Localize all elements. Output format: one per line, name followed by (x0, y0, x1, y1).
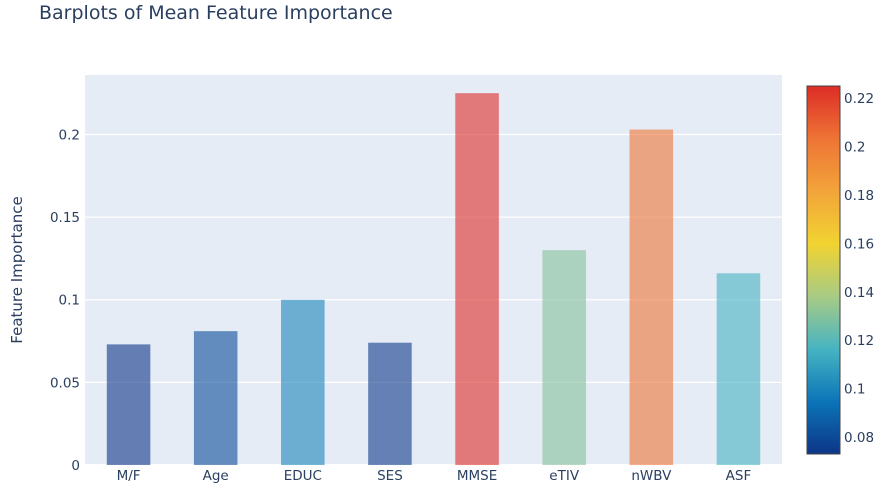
y-tick-label: 0.1 (59, 293, 80, 309)
y-tick-label: 0.15 (50, 210, 80, 226)
x-tick-label: MMSE (457, 468, 497, 484)
colorbar-tick-label: 0.12 (844, 333, 874, 349)
bar (542, 250, 586, 465)
x-tick-label: M/F (117, 468, 141, 484)
colorbar-tick-label: 0.2 (844, 140, 865, 156)
y-tick-labels: 0 0.05 0.1 0.15 0.2 (50, 127, 80, 474)
bar (368, 342, 412, 465)
x-tick-label: Age (203, 468, 229, 484)
bar (455, 93, 499, 465)
x-tick-label: ASF (726, 468, 752, 484)
y-tick-label: 0.2 (59, 127, 80, 143)
plot-area (85, 75, 782, 465)
colorbar (806, 85, 841, 455)
x-tick-label: nWBV (631, 468, 672, 484)
x-tick-label: EDUC (284, 468, 322, 484)
x-tick-labels: M/F Age EDUC SES MMSE eTIV nWBV ASF (117, 468, 752, 484)
colorbar-tick-label: 0.22 (844, 91, 874, 107)
bar (106, 344, 151, 465)
chart-title: Barplots of Mean Feature Importance (39, 2, 393, 24)
x-tick-label: eTIV (549, 468, 580, 484)
colorbar-tick-label: 0.14 (844, 285, 874, 301)
bar (716, 273, 761, 465)
bars (106, 93, 761, 465)
colorbar-tick-label: 0.16 (844, 236, 874, 252)
colorbar-tick-label: 0.1 (844, 382, 865, 398)
bar (281, 299, 325, 465)
y-axis-title: Feature Importance (8, 196, 26, 343)
y-tick-label: 0.05 (50, 375, 80, 391)
bar (193, 331, 238, 465)
y-tick-label: 0 (71, 458, 80, 474)
x-tick-label: SES (377, 468, 403, 484)
colorbar-tick-label: 0.18 (844, 188, 874, 204)
colorbar-tick-label: 0.08 (844, 430, 874, 446)
colorbar-tick-labels: 0.08 0.1 0.12 0.14 0.16 0.18 0.2 0.22 (844, 91, 874, 446)
bar (629, 129, 674, 465)
